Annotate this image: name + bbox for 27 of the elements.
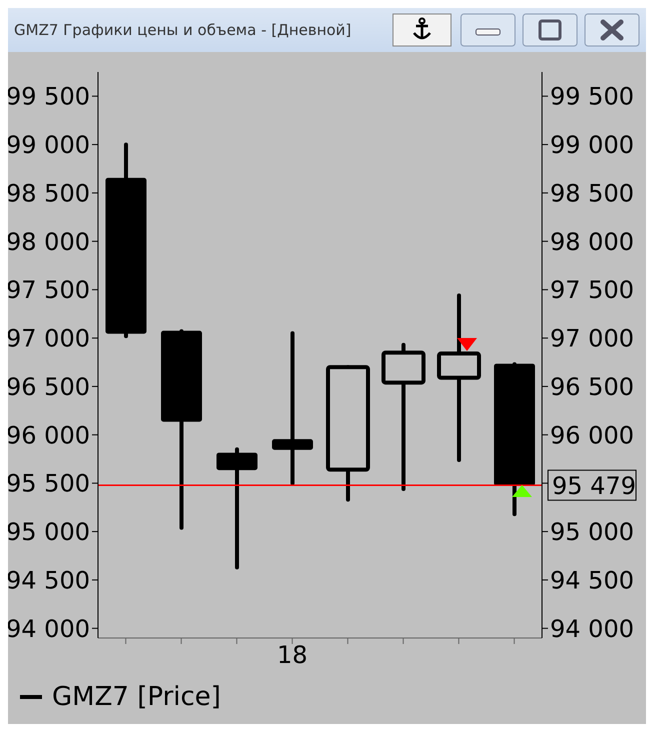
y2-tick-label: 99 500 [550,82,634,111]
y2-tick-label: 96 000 [550,421,634,450]
x-tick-label: 18 [276,641,308,670]
y2-tick-label: 97 500 [550,276,634,304]
y2-tick-label: 95 000 [550,518,634,546]
y2-tick-label: 94 000 [550,614,634,643]
y-tick-label: 96 500 [6,372,90,401]
y-tick-label: 98 000 [6,228,90,256]
y-tick-label: 99 000 [6,131,90,160]
y-tick-label: 94 000 [6,614,90,643]
y2-tick-label: 98 000 [550,228,634,256]
y2-tick-label: 94 500 [550,566,634,594]
y-tick-label: 97 000 [6,324,90,353]
y2-tick-label: 99 000 [550,131,634,160]
y2-tick-label: 97 000 [550,324,634,353]
y-tick-label: 96 000 [6,421,90,450]
y-tick-label: 95 500 [6,470,90,498]
chart-title: GMZ7 Графики цены и объема - [Дневной] [14,21,352,39]
legend-label: GMZ7 [Price] [52,682,221,712]
y2-tick-label: 98 500 [550,179,634,208]
y-tick-label: 94 500 [6,566,90,594]
y-tick-label: 95 000 [6,518,90,546]
y-tick-label: 97 500 [6,276,90,304]
ref-line-label: 95 479 [552,472,636,500]
y-tick-label: 99 500 [6,82,90,111]
y2-tick-label: 96 500 [550,372,634,401]
y-tick-label: 98 500 [6,179,90,208]
